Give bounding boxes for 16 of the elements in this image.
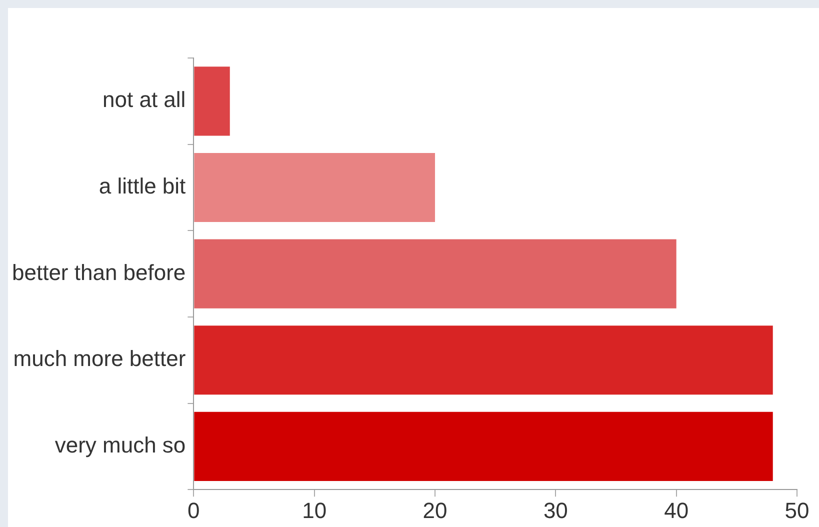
- bar: [194, 412, 773, 481]
- y-tick-label: a little bit: [98, 174, 186, 199]
- x-tick-label: 20: [422, 498, 448, 523]
- x-tick-label: 50: [784, 498, 810, 523]
- x-tick-label: 10: [302, 498, 327, 523]
- y-tick-label: better than before: [12, 260, 186, 285]
- x-tick-label: 30: [543, 498, 568, 523]
- x-tick-label: 40: [664, 498, 689, 523]
- y-tick-label: much more better: [13, 346, 186, 372]
- bar: [194, 326, 773, 395]
- y-tick-label: very much so: [54, 432, 186, 458]
- bar: [194, 152, 436, 222]
- bar: [194, 239, 676, 308]
- bar: [194, 66, 230, 136]
- x-tick-label: 0: [188, 498, 200, 523]
- y-tick-label: not at all: [102, 87, 186, 112]
